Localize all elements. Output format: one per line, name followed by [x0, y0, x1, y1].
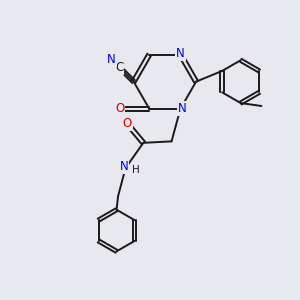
Text: H: H [132, 165, 140, 175]
Text: N: N [178, 102, 186, 115]
Text: N: N [120, 160, 128, 173]
Text: C: C [115, 61, 124, 74]
Text: N: N [176, 46, 185, 60]
Text: O: O [115, 102, 124, 115]
Text: O: O [122, 117, 132, 130]
Text: N: N [107, 53, 116, 66]
